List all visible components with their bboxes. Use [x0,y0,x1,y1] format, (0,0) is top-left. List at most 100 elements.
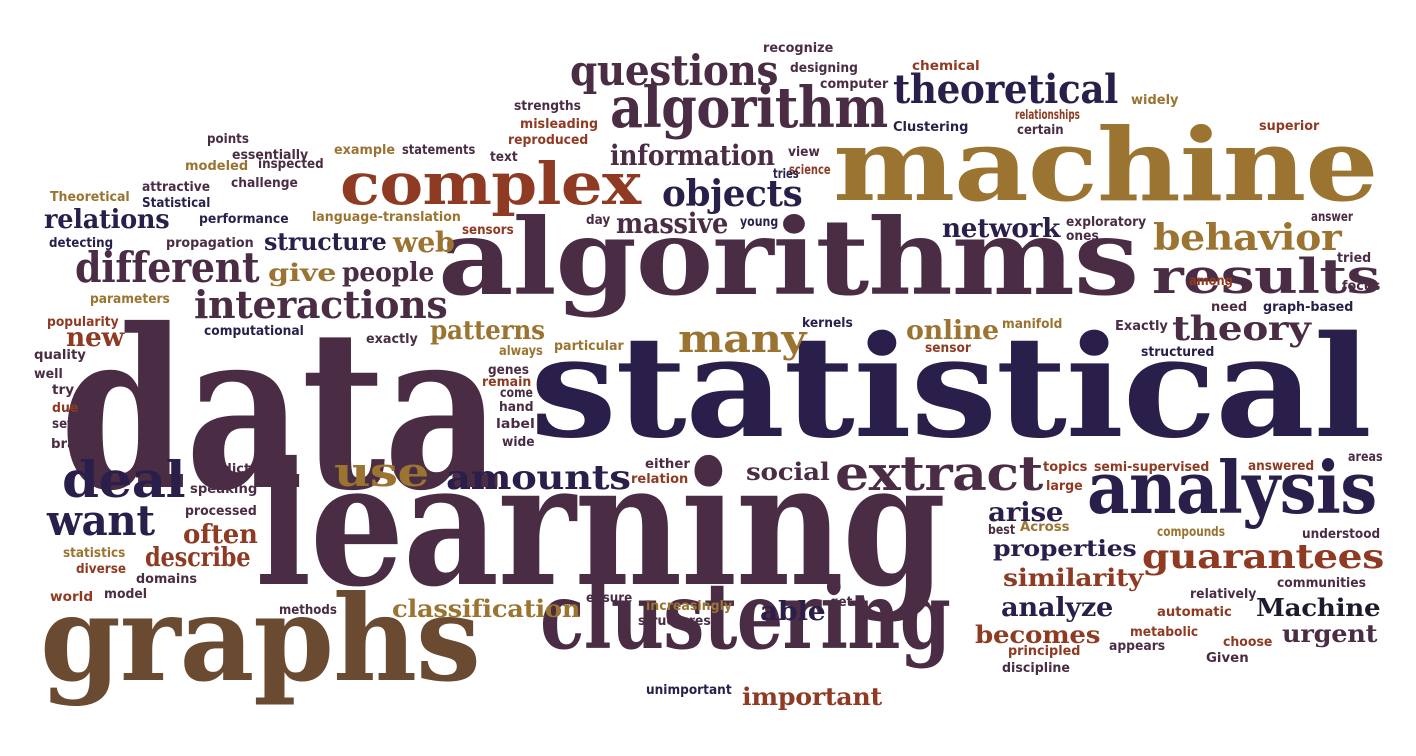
word-areas: areas [1348,450,1383,465]
word-wide: wide [502,435,535,450]
word-misleading: misleading [520,117,599,132]
word-objects: objects [662,173,803,215]
word-learning: learning [255,425,946,625]
word-best: best [988,523,1016,538]
word-give: give [268,258,337,287]
word-processed: processed [185,504,257,519]
word-challenge: challenge [231,176,298,191]
word-extract: extract [835,446,1043,502]
word-automatic: automatic [1157,605,1232,620]
word-relationships: relationships [1015,108,1080,123]
word-analysis: analysis [1087,445,1377,530]
word-among: among [1189,274,1233,289]
word-computer: computer [820,77,889,92]
word-speaking: speaking [190,482,258,497]
word-designing: designing [790,61,858,76]
word-example: example [334,143,396,158]
word-principled: principled [1008,644,1081,659]
word-exactly-capitalized: Exactly [1115,319,1168,334]
word-machine: machine [833,106,1379,224]
word-propagation: propagation [166,236,254,251]
word-brain: brain [51,437,91,452]
word-text: text [490,150,518,165]
word-tries: tries [773,167,799,182]
word-relation: relation [631,472,689,487]
word-use: use [334,449,429,496]
word-across: Across [1020,520,1070,535]
word-want: want [47,496,155,545]
word-manifold: manifold [1002,317,1063,332]
word-statistical-capitalized: Statistical [142,196,211,211]
word-increasingly: increasingly [646,599,733,614]
word-web: web [393,226,455,259]
word-always: always [499,344,543,359]
word-clustering-capitalized: Clustering [893,120,969,135]
word-questions: questions [570,46,779,95]
word-hand: hand [499,400,534,415]
word-widely: widely [1131,93,1179,108]
word-strengths: strengths [514,99,581,114]
word-theoretical-capitalized: Theoretical [50,190,130,205]
word-describe: describe [145,543,251,573]
word-answered: answered [1248,459,1315,474]
word-semi-supervised: semi-supervised [1094,460,1210,475]
word-algorithms: algorithms [438,195,1139,319]
word-quality: quality [34,348,86,363]
word-given: Given [1206,651,1249,666]
word-similarity: similarity [1003,563,1144,592]
word-unimportant: unimportant [646,683,732,698]
word-kernels: kernels [802,316,853,331]
word-diverse: diverse [76,562,127,577]
word-particular: particular [554,339,624,354]
word-complex: complex [340,150,641,218]
word-behavior: behavior [1153,217,1342,259]
word-different: different [75,243,260,292]
word-parameters: parameters [90,292,170,307]
word-label: label [496,417,535,432]
word-deal: deal [62,450,186,509]
word-reproduced: reproduced [508,133,589,148]
word-performance: performance [199,212,289,227]
word-answer: answer [1311,210,1354,225]
word-becomes: becomes [975,620,1101,649]
word-understood: understood [1302,527,1381,542]
word-structures: structures [638,614,711,629]
word-online: online [906,316,999,346]
word-appears: appears [1109,639,1166,654]
word-certain: certain [1017,123,1064,138]
word-due: due [52,401,79,416]
word-predict: predict [198,462,251,477]
word-often: often [183,520,258,550]
word-arise: arise [988,498,1064,528]
word-try: try [52,383,75,398]
word-well: well [34,367,63,382]
word-information: information [610,139,775,172]
word-graphs: graphs [40,569,481,708]
word-popularity: popularity [47,315,119,330]
word-need: need [1211,300,1248,315]
word-young: young [740,215,779,230]
word-ones: ones [1066,229,1099,244]
word-properties: properties [993,536,1137,562]
word-many: many [678,316,807,361]
word-view: view [788,145,820,160]
word-large: large [1046,479,1083,494]
word-either: either [645,457,690,472]
word-methods: methods [279,603,337,618]
word-network: network [942,214,1061,244]
word-exploratory: exploratory [1066,215,1147,230]
word-relations: relations [44,205,170,235]
word-essentially: essentially [232,148,309,163]
word-massive: massive [616,207,729,240]
word-attractive: attractive [142,180,211,195]
word-structured: structured [1141,345,1215,360]
word-interactions: interactions [194,282,448,327]
word-compounds: compounds [1157,525,1225,540]
word-statements: statements [402,143,476,158]
word-superior: superior [1259,119,1320,134]
word-exactly: exactly [366,332,418,347]
word-tried: tried [1337,251,1372,266]
word-data: data [60,280,502,539]
word-social: social [746,457,830,486]
